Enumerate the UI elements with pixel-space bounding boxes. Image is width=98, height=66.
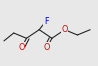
Text: O: O <box>44 43 50 52</box>
Text: F: F <box>44 17 48 26</box>
Text: O: O <box>18 43 25 52</box>
Text: O: O <box>61 25 68 34</box>
